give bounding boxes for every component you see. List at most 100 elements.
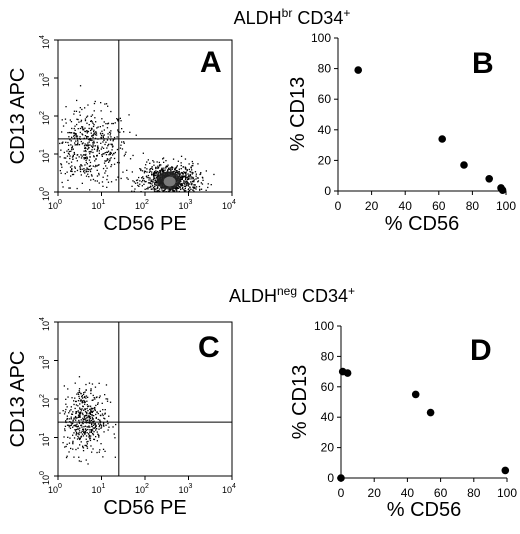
event-dot bbox=[102, 153, 104, 155]
event-dot bbox=[199, 173, 202, 175]
event-dot bbox=[93, 438, 96, 441]
event-dot bbox=[94, 137, 97, 139]
event-dot bbox=[110, 130, 112, 132]
event-dot bbox=[149, 169, 151, 171]
event-dot bbox=[91, 423, 93, 426]
event-dot bbox=[90, 388, 92, 390]
event-dot bbox=[101, 154, 103, 156]
event-dot bbox=[103, 129, 105, 131]
event-dot bbox=[84, 395, 86, 398]
event-dot bbox=[101, 146, 103, 148]
event-dot bbox=[73, 418, 75, 420]
event-dot bbox=[85, 170, 87, 173]
data-point bbox=[426, 408, 435, 417]
event-dot bbox=[154, 179, 156, 182]
event-dot bbox=[138, 185, 140, 187]
event-dot bbox=[117, 176, 119, 178]
event-dot bbox=[87, 130, 90, 133]
event-dot bbox=[80, 419, 82, 421]
event-dot bbox=[79, 165, 81, 168]
event-dot bbox=[75, 425, 77, 427]
event-dot bbox=[197, 177, 199, 179]
event-dot bbox=[87, 463, 89, 465]
event-dot bbox=[88, 405, 90, 407]
event-dot bbox=[194, 187, 196, 189]
event-dot bbox=[181, 185, 184, 187]
event-dot bbox=[193, 186, 195, 188]
event-dot bbox=[187, 178, 189, 180]
event-dot bbox=[175, 167, 177, 169]
event-dot bbox=[201, 183, 204, 185]
y-tick-label: 100 bbox=[39, 471, 51, 485]
event-dot bbox=[196, 177, 198, 179]
event-dot bbox=[90, 179, 92, 181]
event-dot bbox=[99, 424, 101, 427]
event-dot bbox=[98, 451, 100, 453]
event-dot bbox=[75, 144, 78, 146]
event-dot bbox=[113, 157, 116, 160]
event-dot bbox=[78, 432, 80, 434]
y-tick-label: 100 bbox=[311, 31, 331, 45]
event-dot bbox=[100, 426, 103, 428]
event-dot bbox=[141, 170, 144, 172]
event-dot bbox=[65, 456, 68, 459]
event-dot bbox=[176, 165, 178, 167]
event-dot bbox=[151, 168, 154, 170]
event-dot bbox=[135, 179, 138, 182]
event-dot bbox=[85, 130, 87, 133]
event-dot bbox=[154, 172, 156, 174]
event-dot bbox=[78, 430, 81, 432]
event-dot bbox=[68, 153, 70, 155]
event-dot bbox=[153, 175, 155, 177]
event-dot bbox=[160, 169, 162, 171]
event-dot bbox=[62, 125, 65, 127]
event-dot bbox=[89, 426, 91, 428]
event-dot bbox=[91, 430, 93, 432]
event-dot bbox=[101, 155, 103, 157]
event-dot bbox=[78, 411, 80, 413]
event-dot bbox=[72, 173, 75, 176]
event-dot bbox=[93, 431, 95, 433]
event-dot bbox=[93, 156, 95, 158]
event-dot bbox=[85, 395, 88, 397]
event-dot bbox=[199, 189, 201, 191]
event-dot bbox=[80, 393, 82, 395]
event-dot bbox=[174, 167, 177, 169]
event-dot bbox=[107, 422, 109, 425]
event-dot bbox=[90, 168, 93, 170]
event-dot bbox=[98, 150, 100, 152]
event-dot bbox=[170, 170, 172, 172]
event-dot bbox=[147, 182, 150, 184]
event-dot bbox=[66, 171, 68, 173]
event-dot bbox=[66, 150, 68, 152]
event-dot bbox=[81, 396, 83, 398]
event-dot bbox=[91, 114, 94, 116]
event-dot bbox=[99, 419, 101, 421]
event-dot bbox=[75, 431, 78, 433]
event-dot bbox=[76, 123, 78, 126]
event-dot bbox=[71, 423, 73, 425]
event-dot bbox=[146, 168, 148, 170]
event-dot bbox=[85, 159, 87, 161]
event-dot bbox=[163, 167, 165, 169]
event-dot bbox=[141, 181, 143, 183]
event-dot bbox=[84, 147, 86, 149]
event-dot bbox=[183, 180, 185, 183]
event-dot bbox=[84, 403, 86, 405]
event-dot bbox=[116, 148, 119, 151]
event-dot bbox=[70, 150, 72, 152]
event-dot bbox=[91, 383, 94, 385]
event-dot bbox=[80, 174, 82, 176]
event-dot bbox=[83, 417, 86, 419]
event-dot bbox=[158, 165, 161, 167]
event-dot bbox=[114, 437, 116, 439]
y-tick-label: 101 bbox=[39, 149, 51, 163]
event-dot bbox=[99, 449, 101, 451]
event-dot bbox=[90, 120, 93, 122]
event-dot bbox=[82, 142, 84, 144]
event-dot bbox=[138, 176, 140, 179]
event-dot bbox=[93, 131, 95, 133]
event-dot bbox=[84, 401, 86, 403]
event-dot bbox=[86, 145, 88, 147]
event-dot bbox=[160, 171, 162, 173]
